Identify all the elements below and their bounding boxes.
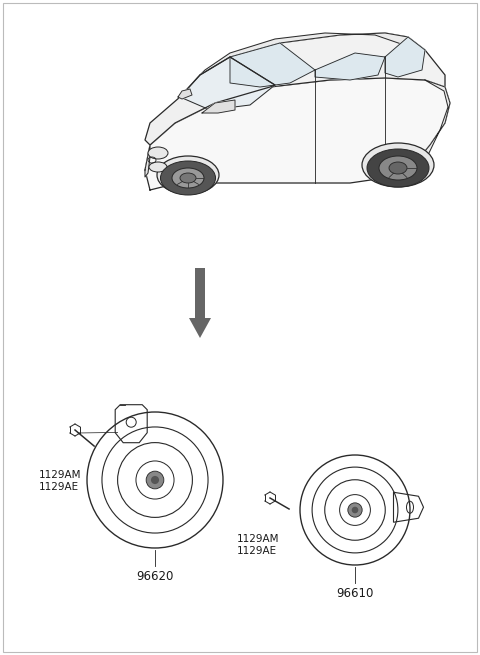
Polygon shape: [385, 37, 425, 77]
Circle shape: [146, 471, 164, 489]
Polygon shape: [202, 100, 235, 113]
Ellipse shape: [180, 173, 196, 183]
Polygon shape: [189, 268, 211, 338]
Ellipse shape: [389, 162, 407, 174]
Polygon shape: [145, 145, 150, 177]
Text: 1129AM
1129AE: 1129AM 1129AE: [237, 534, 279, 555]
Polygon shape: [405, 80, 450, 175]
Ellipse shape: [148, 147, 168, 159]
Ellipse shape: [160, 161, 216, 195]
Ellipse shape: [157, 156, 219, 194]
Polygon shape: [230, 43, 315, 87]
Ellipse shape: [149, 162, 167, 172]
Ellipse shape: [367, 149, 429, 187]
Text: 1129AM
1129AE: 1129AM 1129AE: [39, 470, 81, 492]
Polygon shape: [145, 78, 450, 190]
Polygon shape: [145, 57, 275, 145]
Polygon shape: [200, 33, 425, 75]
Ellipse shape: [379, 156, 417, 180]
Polygon shape: [315, 53, 385, 80]
Text: 96610: 96610: [336, 587, 374, 600]
Polygon shape: [178, 89, 192, 99]
Circle shape: [348, 503, 362, 517]
Polygon shape: [180, 57, 275, 110]
Polygon shape: [175, 33, 445, 123]
Ellipse shape: [172, 168, 204, 188]
Circle shape: [151, 476, 159, 484]
Ellipse shape: [362, 143, 434, 187]
Circle shape: [352, 507, 358, 514]
Text: 96620: 96620: [136, 570, 174, 583]
